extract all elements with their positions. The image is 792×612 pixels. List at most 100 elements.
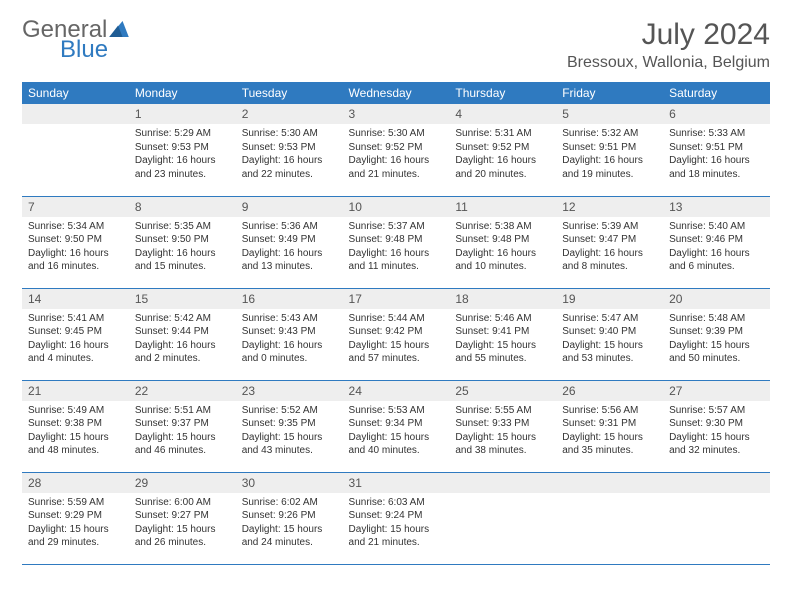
- daylight-text: Daylight: 15 hours and 24 minutes.: [242, 523, 337, 550]
- day-number: 29: [129, 473, 236, 493]
- logo: GeneralBlue: [22, 18, 129, 62]
- sunrise-text: Sunrise: 5:29 AM: [135, 127, 230, 141]
- day-number: [663, 473, 770, 493]
- weekday-header: Thursday: [449, 82, 556, 104]
- calendar-day-cell: [449, 472, 556, 564]
- day-content: Sunrise: 5:32 AMSunset: 9:51 PMDaylight:…: [556, 124, 663, 187]
- day-content: Sunrise: 5:51 AMSunset: 9:37 PMDaylight:…: [129, 401, 236, 464]
- daylight-text: Daylight: 16 hours and 4 minutes.: [28, 339, 123, 366]
- day-content: Sunrise: 6:02 AMSunset: 9:26 PMDaylight:…: [236, 493, 343, 556]
- day-number: 15: [129, 289, 236, 309]
- month-title: July 2024: [567, 18, 770, 52]
- sunrise-text: Sunrise: 5:48 AM: [669, 312, 764, 326]
- day-content: Sunrise: 5:55 AMSunset: 9:33 PMDaylight:…: [449, 401, 556, 464]
- day-number: 16: [236, 289, 343, 309]
- sunset-text: Sunset: 9:41 PM: [455, 325, 550, 339]
- sunrise-text: Sunrise: 5:34 AM: [28, 220, 123, 234]
- sunset-text: Sunset: 9:49 PM: [242, 233, 337, 247]
- daylight-text: Daylight: 15 hours and 50 minutes.: [669, 339, 764, 366]
- daylight-text: Daylight: 16 hours and 13 minutes.: [242, 247, 337, 274]
- sunset-text: Sunset: 9:53 PM: [242, 141, 337, 155]
- calendar-day-cell: 1Sunrise: 5:29 AMSunset: 9:53 PMDaylight…: [129, 104, 236, 196]
- day-content: Sunrise: 5:40 AMSunset: 9:46 PMDaylight:…: [663, 217, 770, 280]
- daylight-text: Daylight: 16 hours and 2 minutes.: [135, 339, 230, 366]
- title-block: July 2024 Bressoux, Wallonia, Belgium: [567, 18, 770, 72]
- weekday-header: Wednesday: [343, 82, 450, 104]
- day-content: Sunrise: 5:41 AMSunset: 9:45 PMDaylight:…: [22, 309, 129, 372]
- sunrise-text: Sunrise: 5:49 AM: [28, 404, 123, 418]
- calendar-day-cell: 13Sunrise: 5:40 AMSunset: 9:46 PMDayligh…: [663, 196, 770, 288]
- daylight-text: Daylight: 15 hours and 43 minutes.: [242, 431, 337, 458]
- calendar-day-cell: 17Sunrise: 5:44 AMSunset: 9:42 PMDayligh…: [343, 288, 450, 380]
- daylight-text: Daylight: 15 hours and 46 minutes.: [135, 431, 230, 458]
- daylight-text: Daylight: 16 hours and 22 minutes.: [242, 154, 337, 181]
- day-content: Sunrise: 5:38 AMSunset: 9:48 PMDaylight:…: [449, 217, 556, 280]
- sunrise-text: Sunrise: 5:40 AM: [669, 220, 764, 234]
- sunrise-text: Sunrise: 5:32 AM: [562, 127, 657, 141]
- sunset-text: Sunset: 9:45 PM: [28, 325, 123, 339]
- sunset-text: Sunset: 9:50 PM: [28, 233, 123, 247]
- calendar-day-cell: 12Sunrise: 5:39 AMSunset: 9:47 PMDayligh…: [556, 196, 663, 288]
- calendar-day-cell: [556, 472, 663, 564]
- calendar-day-cell: 15Sunrise: 5:42 AMSunset: 9:44 PMDayligh…: [129, 288, 236, 380]
- sunset-text: Sunset: 9:26 PM: [242, 509, 337, 523]
- day-content: Sunrise: 5:59 AMSunset: 9:29 PMDaylight:…: [22, 493, 129, 556]
- calendar-day-cell: 4Sunrise: 5:31 AMSunset: 9:52 PMDaylight…: [449, 104, 556, 196]
- day-content: Sunrise: 5:42 AMSunset: 9:44 PMDaylight:…: [129, 309, 236, 372]
- calendar-week-row: 14Sunrise: 5:41 AMSunset: 9:45 PMDayligh…: [22, 288, 770, 380]
- day-number: 9: [236, 197, 343, 217]
- calendar-day-cell: 9Sunrise: 5:36 AMSunset: 9:49 PMDaylight…: [236, 196, 343, 288]
- calendar-table: SundayMondayTuesdayWednesdayThursdayFrid…: [22, 82, 770, 565]
- weekday-header-row: SundayMondayTuesdayWednesdayThursdayFrid…: [22, 82, 770, 104]
- calendar-day-cell: 26Sunrise: 5:56 AMSunset: 9:31 PMDayligh…: [556, 380, 663, 472]
- weekday-header: Monday: [129, 82, 236, 104]
- day-number: [556, 473, 663, 493]
- page-header: GeneralBlue July 2024 Bressoux, Wallonia…: [22, 18, 770, 72]
- calendar-day-cell: 31Sunrise: 6:03 AMSunset: 9:24 PMDayligh…: [343, 472, 450, 564]
- day-content: Sunrise: 5:31 AMSunset: 9:52 PMDaylight:…: [449, 124, 556, 187]
- calendar-day-cell: 19Sunrise: 5:47 AMSunset: 9:40 PMDayligh…: [556, 288, 663, 380]
- day-content: Sunrise: 5:30 AMSunset: 9:53 PMDaylight:…: [236, 124, 343, 187]
- day-content: Sunrise: 5:57 AMSunset: 9:30 PMDaylight:…: [663, 401, 770, 464]
- daylight-text: Daylight: 15 hours and 32 minutes.: [669, 431, 764, 458]
- sunset-text: Sunset: 9:27 PM: [135, 509, 230, 523]
- day-number: 14: [22, 289, 129, 309]
- day-number: 11: [449, 197, 556, 217]
- sunrise-text: Sunrise: 5:59 AM: [28, 496, 123, 510]
- calendar-day-cell: 6Sunrise: 5:33 AMSunset: 9:51 PMDaylight…: [663, 104, 770, 196]
- sunrise-text: Sunrise: 5:31 AM: [455, 127, 550, 141]
- day-content: Sunrise: 5:48 AMSunset: 9:39 PMDaylight:…: [663, 309, 770, 372]
- sunrise-text: Sunrise: 5:43 AM: [242, 312, 337, 326]
- weekday-header: Saturday: [663, 82, 770, 104]
- day-number: 5: [556, 104, 663, 124]
- daylight-text: Daylight: 15 hours and 21 minutes.: [349, 523, 444, 550]
- sunset-text: Sunset: 9:52 PM: [349, 141, 444, 155]
- calendar-day-cell: 24Sunrise: 5:53 AMSunset: 9:34 PMDayligh…: [343, 380, 450, 472]
- daylight-text: Daylight: 16 hours and 8 minutes.: [562, 247, 657, 274]
- day-number: [22, 104, 129, 124]
- sunset-text: Sunset: 9:29 PM: [28, 509, 123, 523]
- day-content: Sunrise: 5:49 AMSunset: 9:38 PMDaylight:…: [22, 401, 129, 464]
- sunset-text: Sunset: 9:43 PM: [242, 325, 337, 339]
- daylight-text: Daylight: 16 hours and 19 minutes.: [562, 154, 657, 181]
- daylight-text: Daylight: 16 hours and 11 minutes.: [349, 247, 444, 274]
- sunrise-text: Sunrise: 5:57 AM: [669, 404, 764, 418]
- calendar-day-cell: 23Sunrise: 5:52 AMSunset: 9:35 PMDayligh…: [236, 380, 343, 472]
- sunset-text: Sunset: 9:52 PM: [455, 141, 550, 155]
- day-number: 1: [129, 104, 236, 124]
- calendar-day-cell: [663, 472, 770, 564]
- daylight-text: Daylight: 16 hours and 10 minutes.: [455, 247, 550, 274]
- daylight-text: Daylight: 15 hours and 35 minutes.: [562, 431, 657, 458]
- day-content: [449, 493, 556, 502]
- calendar-day-cell: 10Sunrise: 5:37 AMSunset: 9:48 PMDayligh…: [343, 196, 450, 288]
- sunset-text: Sunset: 9:51 PM: [562, 141, 657, 155]
- calendar-day-cell: 29Sunrise: 6:00 AMSunset: 9:27 PMDayligh…: [129, 472, 236, 564]
- calendar-week-row: 28Sunrise: 5:59 AMSunset: 9:29 PMDayligh…: [22, 472, 770, 564]
- calendar-day-cell: 11Sunrise: 5:38 AMSunset: 9:48 PMDayligh…: [449, 196, 556, 288]
- sunset-text: Sunset: 9:31 PM: [562, 417, 657, 431]
- daylight-text: Daylight: 15 hours and 53 minutes.: [562, 339, 657, 366]
- weekday-header: Tuesday: [236, 82, 343, 104]
- calendar-day-cell: 30Sunrise: 6:02 AMSunset: 9:26 PMDayligh…: [236, 472, 343, 564]
- day-number: 28: [22, 473, 129, 493]
- daylight-text: Daylight: 16 hours and 15 minutes.: [135, 247, 230, 274]
